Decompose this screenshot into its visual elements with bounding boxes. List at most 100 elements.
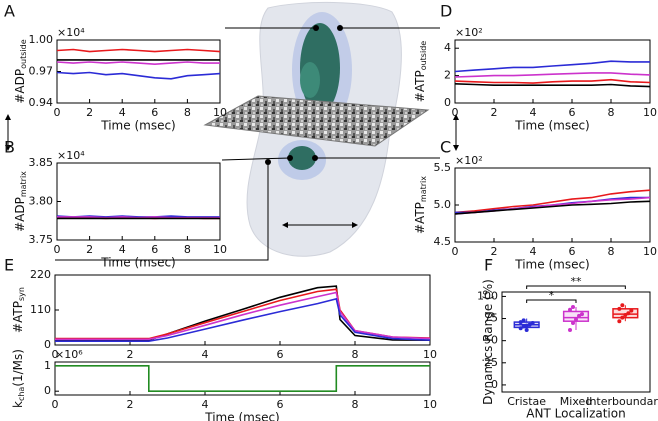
series-line: [454, 189, 651, 214]
data-point: [620, 303, 625, 308]
y-tick-label: 0: [44, 338, 51, 351]
panel-label: D: [440, 2, 452, 21]
data-point: [617, 306, 622, 311]
data-point: [518, 320, 523, 325]
y-axis-label: #ATPsyn: [11, 287, 26, 333]
x-tick-label: 8: [608, 106, 615, 119]
y-label-sub: outside: [419, 41, 428, 71]
significance-bracket: [526, 285, 626, 289]
x-tick-label: 6: [277, 398, 284, 411]
significance-label: **: [571, 275, 583, 288]
y-label-sub: outside: [19, 39, 28, 69]
illustration: [5, 1, 459, 261]
y-multiplier: ×10⁶: [55, 348, 83, 361]
data-point: [620, 315, 625, 320]
x-tick-label: Interboundary: [586, 395, 658, 408]
panel: A ×10⁴ 0.94 0.97 1.00 0 2 4 6 8 10 Time (msec) #ADPo…: [4, 2, 227, 133]
y-tick-label: 1: [44, 359, 51, 372]
x-tick-label: 6: [151, 106, 158, 119]
x-tick-label: 2: [86, 243, 93, 256]
y-label-unit: (1/Ms): [11, 349, 25, 387]
x-tick-label: 6: [569, 245, 576, 258]
series-line: [55, 297, 431, 342]
x-tick-label: 4: [530, 245, 537, 258]
x-tick-label: 0: [452, 106, 459, 119]
x-tick-label: 6: [151, 243, 158, 256]
x-tick-label: 4: [530, 106, 537, 119]
series-line: [55, 291, 431, 341]
data-point: [527, 322, 532, 327]
y-label-main: k: [11, 401, 25, 408]
x-axis-label: Time (msec): [100, 256, 175, 270]
x-tick-label: 10: [423, 398, 437, 411]
y-multiplier: ×10⁴: [57, 149, 85, 162]
y-tick-label: 0: [44, 384, 51, 397]
y-axis-label: #ADPoutside: [13, 39, 28, 103]
y-label-main: #ATP: [11, 301, 25, 333]
y-axis-label: #ATPoutside: [413, 41, 428, 102]
data-point: [521, 318, 526, 323]
x-tick-label: 10: [213, 243, 227, 256]
panel-label: F: [484, 256, 493, 275]
y-multiplier: ×10²: [455, 154, 483, 167]
plot-frame: [501, 291, 651, 393]
y-tick-label: 4: [444, 41, 451, 54]
x-tick-label: 2: [127, 398, 134, 411]
y-axis-label: #ADPmatrix: [13, 171, 28, 232]
y-tick-label: 50: [484, 334, 498, 347]
y-axis-label: kcha(1/Ms): [11, 349, 26, 408]
x-tick-label: 6: [277, 348, 284, 361]
x-tick-label: 8: [184, 243, 191, 256]
y-tick-label: 75: [484, 312, 498, 325]
data-point: [629, 308, 634, 313]
data-point: [580, 312, 584, 317]
series-line: [454, 200, 651, 215]
y-label-main: #ATP: [413, 70, 427, 102]
x-tick-label: 8: [352, 348, 359, 361]
series-line: [454, 83, 651, 88]
y-label-sub: cha: [17, 387, 26, 401]
data-point: [524, 328, 529, 333]
data-point: [626, 311, 631, 316]
x-tick-label: Cristae: [507, 395, 546, 408]
data-point: [571, 320, 575, 325]
x-tick-label: 10: [213, 106, 227, 119]
series-line: [56, 71, 221, 80]
x-tick-label: 0: [54, 106, 61, 119]
x-tick-label: 0: [54, 243, 61, 256]
x-tick-label: 8: [184, 106, 191, 119]
data-point: [518, 326, 523, 331]
series-line: [454, 60, 650, 73]
panel: C ×10² 4.5 5.0 5.5 0 2 4 6 8 10 Time (msec) #ATPmatr…: [413, 138, 658, 272]
x-tick-label: Mixed: [560, 395, 592, 408]
data-point: [521, 324, 526, 329]
panel: E 0 110 220 0 2 4 6 8 10 #ATPsyn: [4, 256, 437, 362]
panel-label: E: [4, 256, 14, 275]
x-tick-label: 10: [643, 245, 657, 258]
panel-label: C: [440, 138, 451, 157]
panel: D×10² 0 2 4 0 2 4 6 8 10 Time (msec) #ATPoutside: [413, 2, 658, 133]
y-tick-label: 0: [444, 96, 451, 109]
data-point: [524, 323, 529, 328]
y-axis-label: #ATPmatrix: [413, 176, 428, 234]
plot-frame: [56, 162, 221, 241]
x-tick-label: 4: [119, 243, 126, 256]
x-axis-label: Time (msec): [514, 119, 589, 133]
x-tick-label: 10: [423, 348, 437, 361]
significance-bracket: [526, 299, 577, 303]
y-tick-label: 3.85: [29, 156, 54, 169]
y-tick-label: 0: [491, 378, 498, 391]
panel-label: B: [4, 138, 15, 157]
series-line: [55, 285, 431, 341]
y-multiplier: ×10²: [455, 26, 483, 39]
y-label-main: #ADP: [13, 197, 27, 232]
y-tick-label: 3.75: [29, 233, 54, 246]
x-tick-label: 0: [52, 398, 59, 411]
y-label-sub: matrix: [419, 176, 428, 202]
x-tick-label: 6: [569, 106, 576, 119]
y-axis-label: Dynamics Range (%): [481, 279, 495, 405]
x-axis-label: Time (msec): [204, 411, 279, 421]
x-axis-label: ANT Localization: [526, 407, 625, 421]
